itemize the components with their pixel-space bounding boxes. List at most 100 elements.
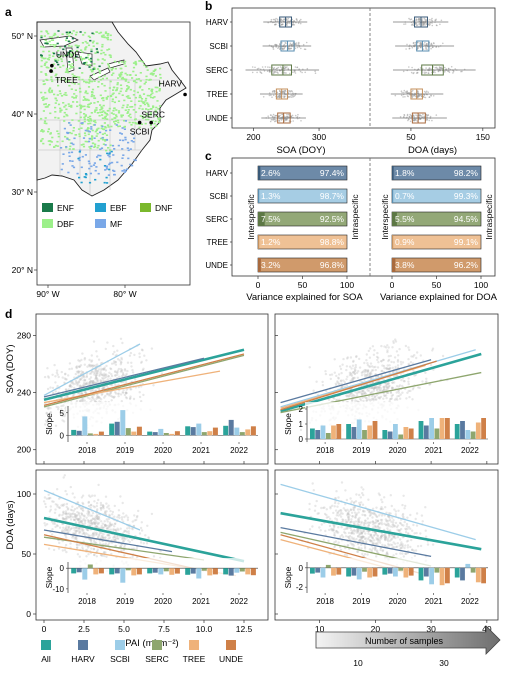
sample-point: [282, 90, 285, 93]
forest-pixel: [89, 118, 92, 120]
sample-point: [333, 531, 336, 535]
forest-pixel: [126, 147, 129, 149]
slope-bar-scbi: [393, 424, 398, 439]
forest-pixel: [102, 51, 105, 54]
forest-pixel: [140, 98, 144, 100]
sample-point: [279, 66, 282, 68]
sample-point: [418, 20, 421, 22]
forest-pixel: [78, 133, 81, 135]
slope-bar-unde: [174, 568, 180, 574]
forest-pixel: [99, 79, 102, 81]
sample-point: [272, 46, 275, 48]
forest-pixel: [88, 162, 91, 165]
forest-pixel: [85, 63, 88, 66]
sample-point: [96, 378, 99, 381]
sample-point: [256, 68, 259, 70]
forest-pixel: [88, 78, 91, 81]
sample-point: [117, 537, 120, 540]
sample-point: [43, 375, 47, 379]
sample-point: [94, 372, 97, 375]
sample-point: [122, 512, 125, 515]
forest-pixel: [142, 102, 145, 104]
forest-pixel: [112, 154, 115, 156]
forest-pixel: [84, 134, 87, 137]
forest-pixel: [44, 42, 47, 45]
sample-point: [447, 67, 450, 70]
forest-pixel: [120, 114, 123, 116]
forest-pixel: [105, 77, 108, 80]
slope-bar-harv: [228, 419, 234, 436]
forest-pixel: [86, 119, 89, 121]
forest-pixel: [96, 42, 99, 45]
sample-point: [81, 371, 85, 374]
sample-point: [367, 370, 370, 373]
forest-pixel: [147, 108, 150, 111]
sample-point: [75, 506, 79, 510]
slope-bar-all: [185, 426, 191, 436]
sample-point: [104, 536, 107, 539]
sample-point: [425, 22, 427, 25]
forest-pixel: [146, 69, 149, 71]
sample-point: [65, 502, 69, 506]
sample-point: [385, 520, 388, 523]
forest-pixel: [109, 162, 112, 164]
sample-point: [77, 380, 81, 383]
sample-point: [71, 505, 74, 508]
sample-point: [132, 397, 136, 401]
sample-point: [99, 506, 102, 510]
forest-pixel: [43, 35, 46, 37]
forest-pixel: [48, 40, 51, 43]
sample-point: [424, 24, 426, 26]
sample-point: [288, 90, 290, 92]
sample-point: [86, 383, 89, 386]
forest-pixel: [65, 37, 68, 39]
forest-pixel: [141, 115, 144, 118]
sample-point: [52, 391, 55, 395]
sample-point: [137, 509, 140, 513]
sample-point: [381, 358, 385, 362]
sample-point: [296, 46, 299, 49]
sample-point: [288, 95, 290, 98]
forest-pixel: [128, 121, 131, 124]
sample-point: [46, 421, 49, 424]
sample-point: [114, 374, 117, 377]
slope-tick-label: 0: [60, 564, 65, 573]
forest-pixel: [92, 68, 95, 70]
sample-point: [79, 364, 83, 367]
forest-pixel: [54, 144, 57, 147]
sample-point: [357, 391, 361, 394]
sample-point: [90, 538, 93, 542]
sample-point: [63, 517, 67, 521]
forest-pixel: [48, 143, 51, 146]
sample-point: [431, 22, 433, 24]
site-marker-tree: [49, 69, 53, 73]
slope-bar-harv: [460, 421, 465, 439]
sample-point: [355, 400, 359, 403]
forest-pixel: [158, 105, 162, 107]
sample-point: [91, 396, 94, 399]
sample-point: [393, 356, 397, 359]
sample-point: [314, 504, 317, 508]
sample-point: [396, 395, 399, 398]
sample-point: [378, 396, 381, 399]
sample-point: [95, 376, 98, 380]
sample-point: [98, 534, 101, 537]
sample-point: [92, 522, 95, 525]
forest-pixel: [132, 141, 135, 143]
sample-point: [90, 372, 93, 375]
sample-point: [81, 527, 84, 531]
sample-point: [76, 518, 80, 521]
forest-pixel: [102, 99, 105, 102]
sample-point: [117, 395, 120, 398]
inter-segment-doa: [392, 258, 396, 272]
sample-point: [358, 357, 361, 361]
sample-point: [82, 502, 85, 506]
sample-point: [63, 529, 66, 532]
forest-pixel: [102, 128, 105, 130]
sample-point: [92, 381, 95, 384]
intraspecific-label-doa: Intraspecific: [484, 194, 494, 240]
sample-point: [116, 349, 119, 352]
forest-pixel: [107, 63, 110, 65]
x-axis-label-soa: SOA (DOY): [276, 145, 325, 156]
sample-point: [140, 521, 143, 524]
